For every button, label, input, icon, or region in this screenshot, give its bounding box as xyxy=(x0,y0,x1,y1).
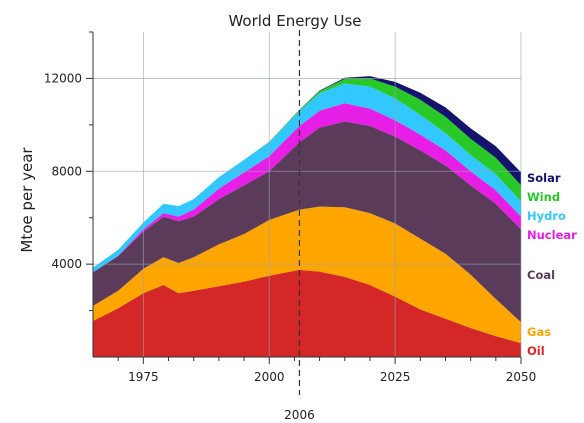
x-tick-label-2000: 2000 xyxy=(254,370,285,384)
legend-label-hydro: Hydro xyxy=(527,209,566,223)
y-tick-label-12000: 12000 xyxy=(44,71,82,85)
area-hydro xyxy=(93,83,521,273)
legend-label-wind: Wind xyxy=(527,190,560,204)
area-nuclear xyxy=(93,103,521,273)
x-tick-label-2050: 2050 xyxy=(506,370,537,384)
legend-label-oil: Oil xyxy=(527,344,545,358)
area-gas xyxy=(93,206,521,344)
y-axis-label: Mtoe per year xyxy=(18,147,36,253)
y-tick-label-4000: 4000 xyxy=(51,257,82,271)
plot-area: 1975 2000 2025 2050 4000 8000 12000 2006 Solar Wi… xyxy=(44,30,577,422)
legend-label-solar: Solar xyxy=(527,171,561,185)
legend-label-nuclear: Nuclear xyxy=(527,228,577,242)
x-tick-label-1975: 1975 xyxy=(128,370,159,384)
legend-label-coal: Coal xyxy=(527,268,555,282)
y-tick-label-8000: 8000 xyxy=(51,164,82,178)
x-tick-label-2025: 2025 xyxy=(380,370,411,384)
legend-label-gas: Gas xyxy=(527,325,551,339)
area-oil xyxy=(93,269,521,357)
annotation-label-2006: 2006 xyxy=(284,408,315,422)
chart-title: World Energy Use xyxy=(228,12,361,30)
